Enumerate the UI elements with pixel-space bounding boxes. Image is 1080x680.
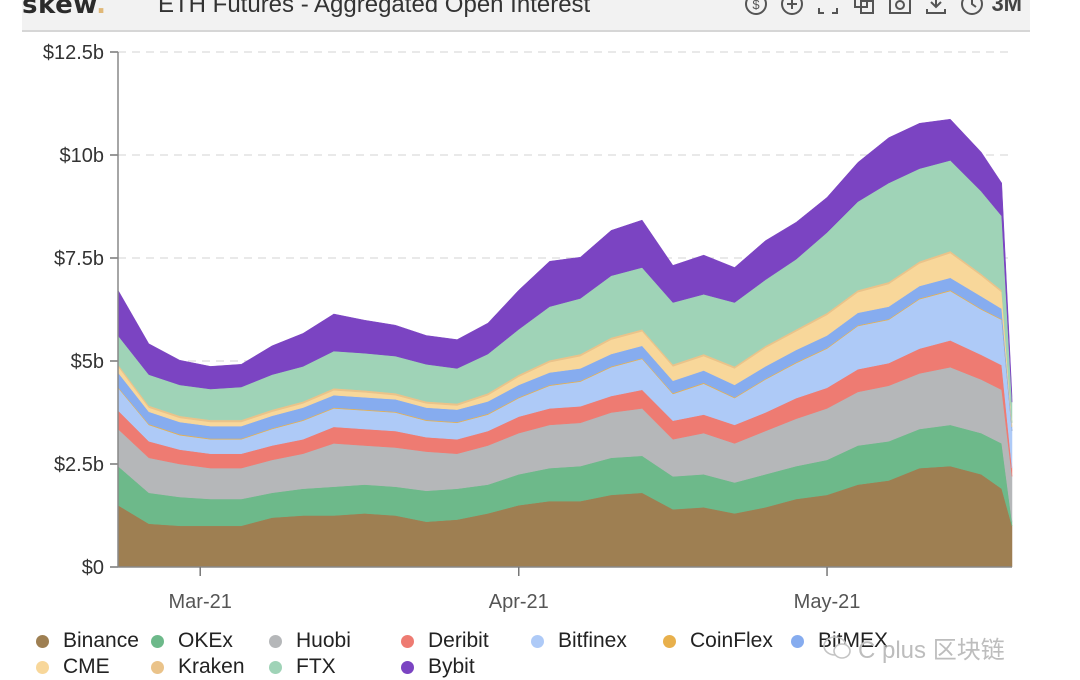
legend-label: Deribit bbox=[428, 629, 489, 652]
legend-label: CME bbox=[63, 655, 110, 678]
legend-item-binance[interactable]: Binance bbox=[30, 629, 145, 653]
download-icon[interactable] bbox=[923, 0, 949, 17]
y-tick-label: $12.5b bbox=[43, 42, 104, 64]
legend-dot-icon bbox=[36, 634, 49, 648]
legend-item-deribit[interactable]: Deribit bbox=[395, 629, 525, 653]
legend-label: FTX bbox=[296, 655, 336, 678]
legend-row-1: Binance OKEx Huobi Deribit Bitfinex CoinFlex B… bbox=[30, 628, 1070, 654]
watermark: C plus 区块链 bbox=[822, 630, 1005, 665]
legend-label: Kraken bbox=[178, 655, 245, 678]
camera-icon[interactable] bbox=[887, 0, 913, 17]
plus-icon[interactable] bbox=[779, 0, 805, 17]
watermark-text: C plus 区块链 bbox=[858, 637, 1005, 664]
legend-item-bybit[interactable]: Bybit bbox=[395, 655, 525, 679]
legend-label: OKEx bbox=[178, 629, 233, 652]
legend-label: Bitfinex bbox=[558, 629, 627, 652]
fullscreen-icon[interactable] bbox=[815, 0, 841, 17]
range-selector[interactable]: 3M bbox=[991, 0, 1022, 16]
axes: $0 $2.5b $5b $7.5b $10b $12.5b Mar-21 Apr-21 May… bbox=[43, 42, 1012, 613]
y-tick-label: $10b bbox=[60, 145, 105, 167]
chart-header: skew. ETH Futures - Aggregated Open Inte… bbox=[22, 0, 1030, 32]
y-tick-label: $0 bbox=[82, 557, 104, 579]
chart-toolbar: $ 3M bbox=[743, 0, 1022, 17]
legend-dot-icon bbox=[791, 634, 804, 648]
x-tick-label: Mar-21 bbox=[169, 591, 232, 613]
legend-item-bitfinex[interactable]: Bitfinex bbox=[525, 629, 657, 653]
legend-item-ftx[interactable]: FTX bbox=[263, 655, 395, 679]
legend-label: Huobi bbox=[296, 629, 351, 652]
legend-item-coinflex[interactable]: CoinFlex bbox=[657, 629, 785, 653]
x-tick-label: Apr-21 bbox=[489, 591, 549, 613]
svg-text:$: $ bbox=[753, 0, 761, 12]
y-tick-label: $2.5b bbox=[54, 454, 104, 476]
chart-title: ETH Futures - Aggregated Open Interest bbox=[158, 0, 591, 18]
stacked-area-chart: $0 $2.5b $5b $7.5b $10b $12.5b Mar-21 Apr-21 May… bbox=[43, 42, 1013, 613]
chat-bubble-icon bbox=[823, 635, 851, 659]
skew-logo: skew. bbox=[22, 0, 107, 20]
legend-dot-icon bbox=[663, 634, 676, 648]
legend-label: Bybit bbox=[428, 655, 475, 678]
legend-dot-icon bbox=[269, 660, 282, 674]
legend-dot-icon bbox=[531, 634, 544, 648]
y-tick-label: $7.5b bbox=[54, 248, 104, 270]
legend-label: Binance bbox=[63, 629, 139, 652]
legend-item-kraken[interactable]: Kraken bbox=[145, 655, 263, 679]
legend-dot-icon bbox=[401, 634, 414, 648]
clock-icon[interactable] bbox=[959, 0, 985, 17]
legend-item-huobi[interactable]: Huobi bbox=[263, 629, 395, 653]
dollar-icon[interactable]: $ bbox=[743, 0, 769, 17]
legend-label: CoinFlex bbox=[690, 629, 773, 652]
legend-dot-icon bbox=[151, 660, 164, 674]
legend-dot-icon bbox=[36, 660, 49, 674]
copy-icon[interactable] bbox=[851, 0, 877, 17]
y-tick-label: $5b bbox=[71, 351, 104, 373]
area-series bbox=[117, 118, 1013, 568]
legend-item-okex[interactable]: OKEx bbox=[145, 629, 263, 653]
legend-dot-icon bbox=[401, 660, 414, 674]
legend-dot-icon bbox=[269, 634, 282, 648]
x-tick-label: May-21 bbox=[794, 591, 861, 613]
area-bybit[interactable] bbox=[117, 118, 1013, 403]
legend-item-cme[interactable]: CME bbox=[30, 655, 145, 679]
legend-dot-icon bbox=[151, 634, 164, 648]
